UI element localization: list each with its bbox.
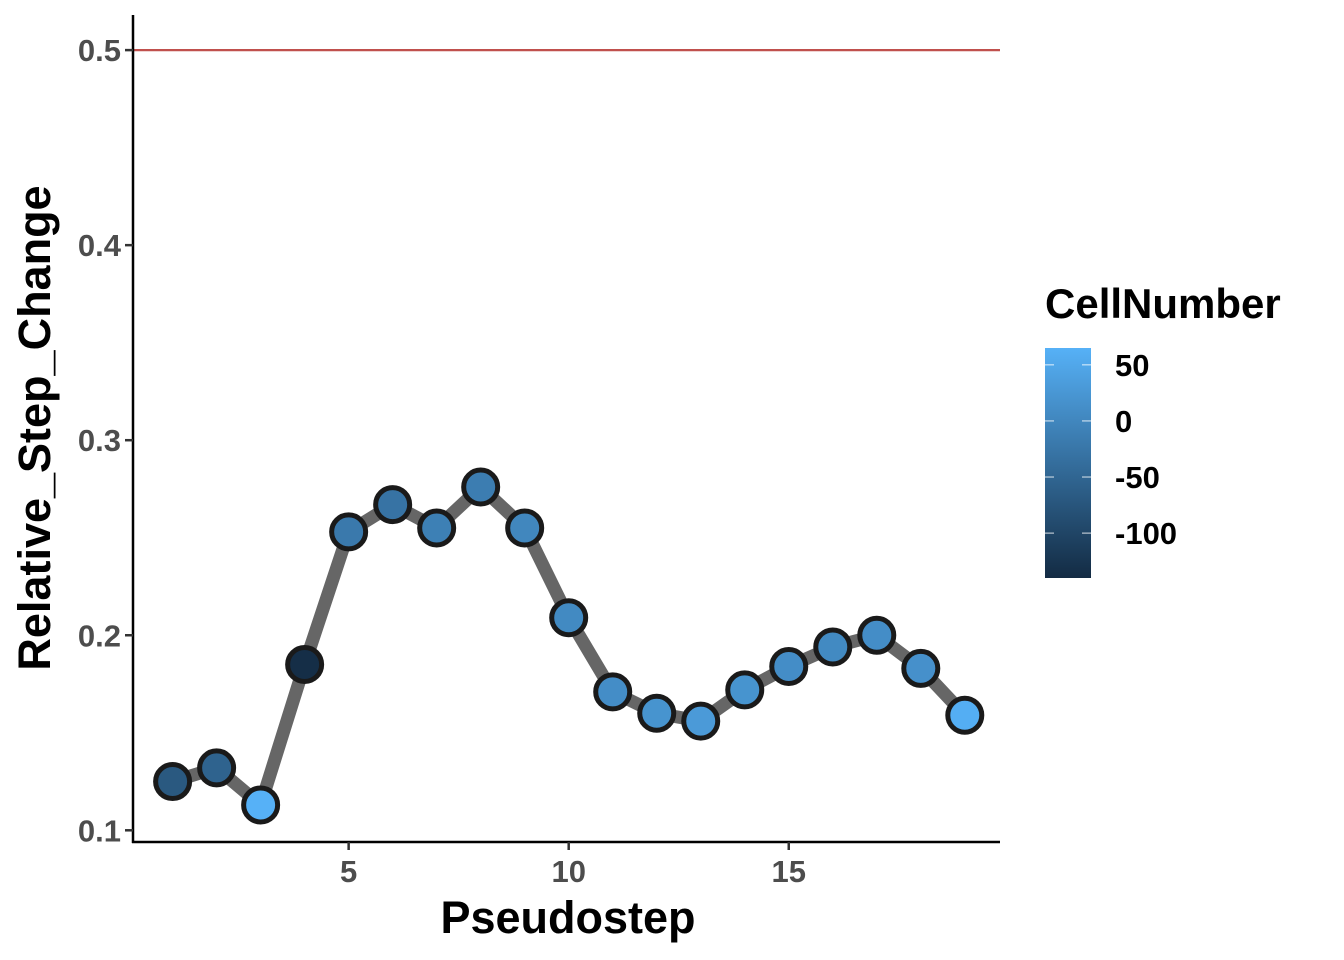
data-point — [593, 672, 633, 712]
y-tick-label: 0.3 — [78, 423, 121, 458]
y-tick-label: 0.4 — [78, 228, 122, 263]
legend-title: CellNumber — [1045, 280, 1281, 327]
y-tick-label: 0.1 — [78, 813, 121, 848]
data-point — [241, 785, 281, 825]
data-point — [769, 646, 809, 686]
x-tick-label: 15 — [772, 854, 806, 889]
x-axis-title: Pseudostep — [440, 892, 695, 943]
data-point — [857, 615, 897, 655]
data-point — [813, 627, 853, 667]
data-point — [285, 645, 325, 685]
data-point — [549, 598, 589, 638]
data-point — [373, 485, 413, 525]
y-tick-label: 0.2 — [78, 618, 121, 653]
x-tick-label: 10 — [551, 854, 585, 889]
x-tick-label: 5 — [340, 854, 357, 889]
legend-tick-label: -100 — [1115, 516, 1177, 551]
colorbar — [1045, 348, 1091, 578]
legend-tick-label: 0 — [1115, 404, 1132, 439]
data-point — [417, 508, 457, 548]
data-point — [505, 508, 545, 548]
data-point — [945, 695, 985, 735]
data-point — [153, 762, 193, 802]
legend-tick-label: 50 — [1115, 348, 1149, 383]
data-point — [197, 748, 237, 788]
data-point — [461, 467, 501, 507]
data-point — [725, 670, 765, 710]
legend-tick-label: -50 — [1115, 460, 1160, 495]
data-point — [637, 693, 677, 733]
data-point — [329, 512, 369, 552]
data-point — [681, 701, 721, 741]
y-tick-label: 0.5 — [78, 33, 121, 68]
data-point — [901, 648, 941, 688]
y-axis-title: Relative_Step_Change — [9, 185, 60, 670]
